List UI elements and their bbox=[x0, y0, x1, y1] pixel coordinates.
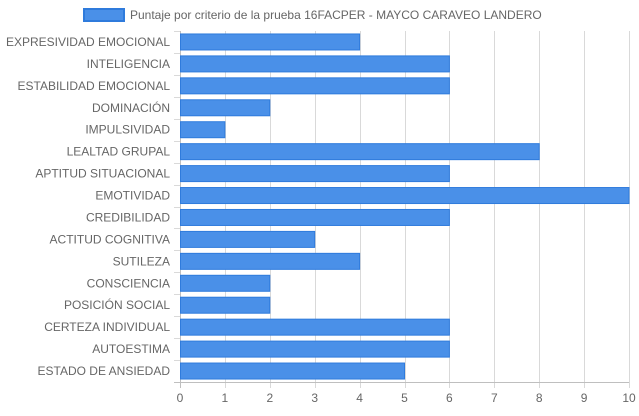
x-tick-label: 1 bbox=[222, 391, 229, 405]
bar-impulsividad bbox=[180, 121, 226, 139]
category-label: ESTABILIDAD EMOCIONAL bbox=[18, 79, 171, 93]
category-label: ACTITUD COGNITIVA bbox=[50, 232, 170, 246]
category-label: APTITUD SITUACIONAL bbox=[35, 167, 170, 181]
bar-emotividad bbox=[180, 187, 630, 205]
bars bbox=[180, 33, 630, 380]
category-label: EMOTIVIDAD bbox=[95, 189, 170, 203]
bar-certeza-individual bbox=[180, 318, 450, 336]
category-label: EXPRESIVIDAD EMOCIONAL bbox=[6, 35, 170, 49]
bar-credibilidad bbox=[180, 208, 450, 226]
bar-inteligencia bbox=[180, 55, 450, 73]
bar-estabilidad-emocional bbox=[180, 77, 450, 95]
category-labels: EXPRESIVIDAD EMOCIONAL INTELIGENCIA ESTABI… bbox=[6, 35, 170, 378]
category-label: CREDIBILIDAD bbox=[86, 210, 170, 224]
category-label: ESTADO DE ANSIEDAD bbox=[38, 364, 171, 378]
category-label: IMPULSIVIDAD bbox=[85, 123, 170, 137]
category-label: CONSCIENCIA bbox=[87, 276, 170, 290]
bar-actitud-cognitiva bbox=[180, 230, 316, 248]
bar-posición-social bbox=[180, 296, 271, 314]
x-tick-label: 4 bbox=[356, 391, 363, 405]
bar-estado-de-ansiedad bbox=[180, 362, 405, 380]
x-tick-label: 3 bbox=[311, 391, 318, 405]
category-label: CERTEZA INDIVIDUAL bbox=[44, 320, 170, 334]
bar-sutileza bbox=[180, 252, 361, 270]
category-label: AUTOESTIMA bbox=[92, 342, 170, 356]
legend-swatch bbox=[83, 8, 125, 22]
x-tick-label: 7 bbox=[491, 391, 498, 405]
x-axis-ticks: 0 1 2 3 4 5 6 7 8 9 10 bbox=[177, 391, 636, 405]
x-tick-label: 2 bbox=[266, 391, 273, 405]
bar-expresividad-emocional bbox=[180, 33, 361, 51]
category-label: POSICIÓN SOCIAL bbox=[64, 297, 170, 312]
bar-autoestima bbox=[180, 340, 450, 358]
x-tick-label: 0 bbox=[177, 391, 184, 405]
bar-consciencia bbox=[180, 274, 271, 292]
bar-lealtad-grupal bbox=[180, 143, 540, 161]
x-tick-label: 10 bbox=[622, 391, 636, 405]
category-label: SUTILEZA bbox=[113, 254, 170, 268]
category-label: LEALTAD GRUPAL bbox=[67, 145, 171, 159]
category-label: DOMINACIÓN bbox=[92, 100, 170, 115]
x-tick-label: 6 bbox=[446, 391, 453, 405]
x-tick-label: 5 bbox=[401, 391, 408, 405]
x-tick-label: 8 bbox=[536, 391, 543, 405]
legend[interactable]: Puntaje por criterio de la prueba 16FACP… bbox=[83, 8, 542, 22]
bar-aptitud-situacional bbox=[180, 165, 450, 183]
category-label: INTELIGENCIA bbox=[87, 57, 170, 71]
x-tick-label: 9 bbox=[581, 391, 588, 405]
legend-label: Puntaje por criterio de la prueba 16FACP… bbox=[130, 8, 542, 22]
bar-dominación bbox=[180, 99, 271, 117]
